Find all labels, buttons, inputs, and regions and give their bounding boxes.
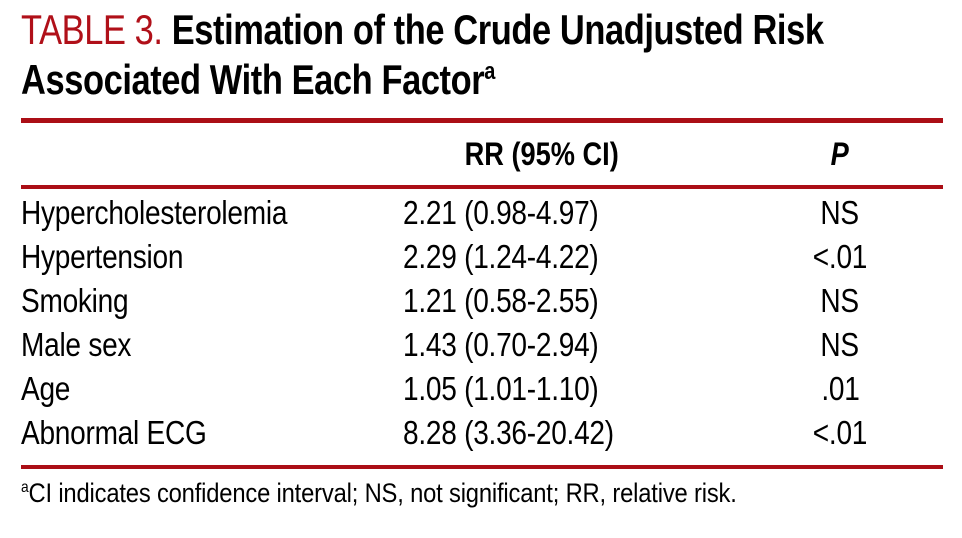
factor-cell: Age xyxy=(21,370,71,407)
footnote-marker: a xyxy=(21,479,29,496)
table-title: TABLE 3. Estimation of the Crude Unadjus… xyxy=(21,0,943,105)
rr-cell: 1.05 (1.01-1.10) xyxy=(403,370,599,407)
title-line-1: TABLE 3. Estimation of the Crude Unadjus… xyxy=(21,5,824,55)
rr-cell: 1.21 (0.58-2.55) xyxy=(403,282,599,319)
table-footnote: aCI indicates confidence interval; NS, n… xyxy=(21,478,943,509)
rr-cell: 2.21 (0.98-4.97) xyxy=(403,194,599,231)
column-header-p: P xyxy=(830,135,850,172)
table-number: TABLE 3. xyxy=(21,6,163,53)
table-row: Age 1.05 (1.01-1.10) .01 xyxy=(21,367,943,411)
table-header-row: RR (95% CI) P xyxy=(21,123,943,185)
bottom-rule xyxy=(21,465,943,469)
rr-cell: 1.43 (0.70-2.94) xyxy=(403,326,599,363)
footnote-text-wrap: aCI indicates confidence interval; NS, n… xyxy=(21,478,737,509)
title-line-2-text: Associated With Each Factor xyxy=(21,56,485,103)
p-cell: <.01 xyxy=(812,238,868,275)
title-line-1-text: Estimation of the Crude Unadjusted Risk xyxy=(171,6,824,53)
factor-cell: Abnormal ECG xyxy=(21,414,207,451)
title-text-1 xyxy=(163,6,172,53)
p-cell: NS xyxy=(820,326,860,363)
title-footnote-marker: a xyxy=(484,58,495,85)
factor-cell: Hypertension xyxy=(21,238,184,275)
table-row: Hypercholesterolemia 2.21 (0.98-4.97) NS xyxy=(21,191,943,235)
rr-cell: 8.28 (3.36-20.42) xyxy=(403,414,614,451)
p-cell: <.01 xyxy=(812,414,868,451)
p-cell: .01 xyxy=(820,370,860,407)
table-body: Hypercholesterolemia 2.21 (0.98-4.97) NS… xyxy=(21,189,943,455)
factor-cell: Smoking xyxy=(21,282,129,319)
column-header-rr: RR (95% CI) xyxy=(464,135,620,172)
title-line-2: Associated With Each Factora xyxy=(21,55,777,105)
table-row: Abnormal ECG 8.28 (3.36-20.42) <.01 xyxy=(21,411,943,455)
p-cell: NS xyxy=(820,194,860,231)
top-rule xyxy=(21,118,943,123)
table-content: TABLE 3. Estimation of the Crude Unadjus… xyxy=(21,0,943,509)
rr-cell: 2.29 (1.24-4.22) xyxy=(403,238,599,275)
factor-cell: Hypercholesterolemia xyxy=(21,194,288,231)
p-cell: NS xyxy=(820,282,860,319)
table-row: Smoking 1.21 (0.58-2.55) NS xyxy=(21,279,943,323)
table-row: Hypertension 2.29 (1.24-4.22) <.01 xyxy=(21,235,943,279)
header-rule xyxy=(21,185,943,189)
footnote-text: CI indicates confidence interval; NS, no… xyxy=(28,478,737,508)
factor-cell: Male sex xyxy=(21,326,132,363)
table-row: Male sex 1.43 (0.70-2.94) NS xyxy=(21,323,943,367)
